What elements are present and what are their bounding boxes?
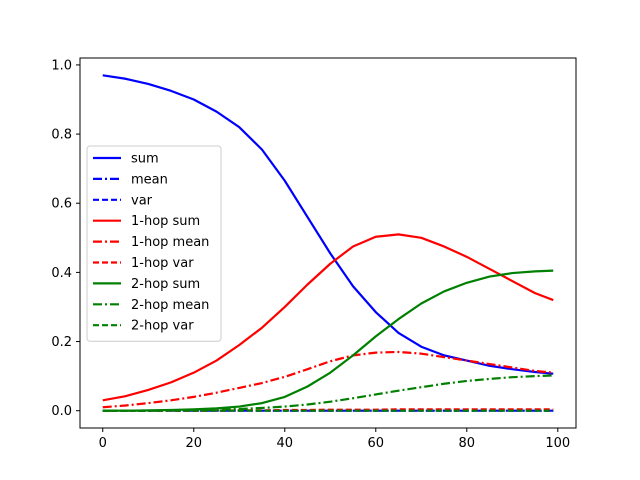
plot-area	[79, 57, 577, 429]
legend-label: sum	[131, 152, 159, 167]
x-tick-label: 0	[99, 436, 107, 451]
x-tick-label: 100	[545, 436, 570, 451]
legend-label: mean	[131, 172, 168, 187]
y-tick-label: 0.4	[51, 266, 72, 281]
series-line-4	[102, 350, 554, 409]
x-tick-label: 40	[276, 436, 293, 451]
y-tick-label: 0.8	[51, 128, 72, 143]
series-layer	[102, 74, 554, 412]
legend-label: 2-hop var	[131, 319, 194, 334]
legend-label: 1-hop var	[131, 256, 194, 271]
legend-label: 2-hop sum	[131, 277, 200, 292]
y-tick-label: 0.2	[51, 335, 72, 350]
x-axis: 0 20 40 60 80 100	[99, 428, 570, 451]
x-tick-label: 20	[185, 436, 202, 451]
x-tick-label: 80	[459, 436, 476, 451]
legend-label: 2-hop mean	[131, 298, 209, 313]
y-tick-label: 1.0	[51, 58, 72, 73]
series-line-3	[102, 233, 554, 402]
series-line-0	[102, 74, 554, 375]
legend-label: 1-hop sum	[131, 214, 200, 229]
legend-label: 1-hop mean	[131, 235, 209, 250]
y-axis: 0.0 0.2 0.4 0.6 0.8 1.0	[51, 58, 80, 419]
plot-frame	[79, 57, 577, 429]
legend-box	[86, 145, 222, 342]
x-tick-label: 60	[368, 436, 385, 451]
y-tick-label: 0.6	[51, 197, 72, 212]
legend: sum mean var 1-hop sum 1-hop mean 1-hop var 2-…	[86, 145, 222, 342]
legend-label: var	[131, 193, 153, 208]
y-tick-label: 0.0	[51, 404, 72, 419]
